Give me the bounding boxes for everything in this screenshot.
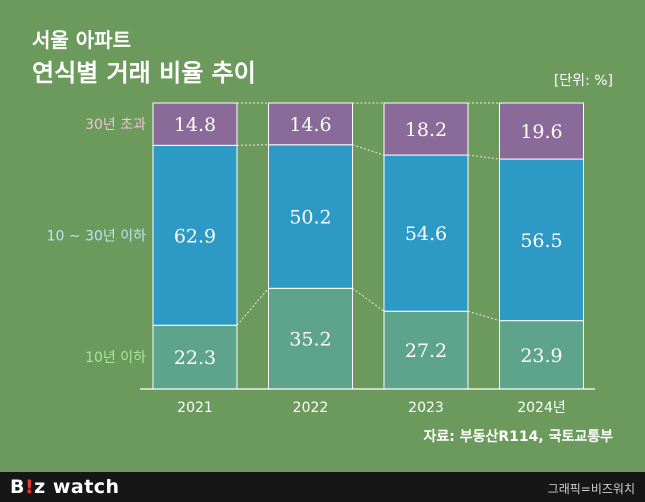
bar-segment: [268, 144, 353, 289]
x-tick-label: 2022: [293, 400, 329, 416]
data-label: 27.2: [405, 340, 447, 362]
data-label: 56.5: [520, 230, 562, 252]
connector-line: [467, 154, 500, 160]
bar-segment: [499, 102, 584, 160]
data-label: 19.6: [520, 121, 562, 143]
data-label: 54.6: [405, 223, 447, 245]
title-block: 서울 아파트 연식별 거래 비율 추이: [32, 28, 256, 88]
data-label: 50.2: [289, 207, 331, 229]
data-label: 18.2: [405, 119, 447, 141]
graphic-credit: 그래픽=비즈워치: [547, 482, 635, 496]
bar-segment: [499, 320, 584, 390]
connector-line: [467, 310, 500, 322]
x-tick-label: 2023: [408, 400, 444, 416]
bar-segment: [383, 102, 469, 156]
source-label: 자료: 부동산R114, 국토교통부: [423, 429, 613, 445]
connector-line: [236, 144, 269, 146]
bar-segment: [499, 158, 584, 322]
bar-segment: [383, 310, 469, 390]
bizwatch-logo: B!z watch: [10, 476, 120, 498]
connector-line: [236, 288, 269, 326]
x-tick-label: 2021: [177, 400, 213, 416]
chart-title-line2: 연식별 거래 비율 추이: [32, 59, 256, 87]
chart-title-line1: 서울 아파트: [32, 28, 131, 52]
footer-bar: B!z watch 그래픽=비즈워치: [0, 472, 645, 502]
unit-label: [단위: %]: [553, 73, 613, 89]
data-label: 14.6: [289, 114, 331, 136]
data-label: 35.2: [289, 329, 331, 351]
data-label: 23.9: [520, 345, 562, 367]
series-label: 30년 초과: [85, 117, 146, 133]
bar-segment: [383, 154, 469, 312]
data-label: 14.8: [174, 114, 216, 136]
connector-line: [352, 144, 385, 156]
bar-segment: [152, 324, 238, 390]
data-label: 22.3: [174, 347, 216, 369]
x-tick-label: 2024년: [517, 400, 566, 416]
connector-line: [352, 287, 385, 312]
bar-segment: [268, 287, 353, 390]
bar-segment: [152, 102, 238, 146]
bar-segment: [268, 102, 353, 146]
data-label: 62.9: [174, 225, 216, 247]
series-label: 10 ~ 30년 이하: [47, 228, 146, 244]
series-label: 10년 이하: [85, 350, 146, 366]
